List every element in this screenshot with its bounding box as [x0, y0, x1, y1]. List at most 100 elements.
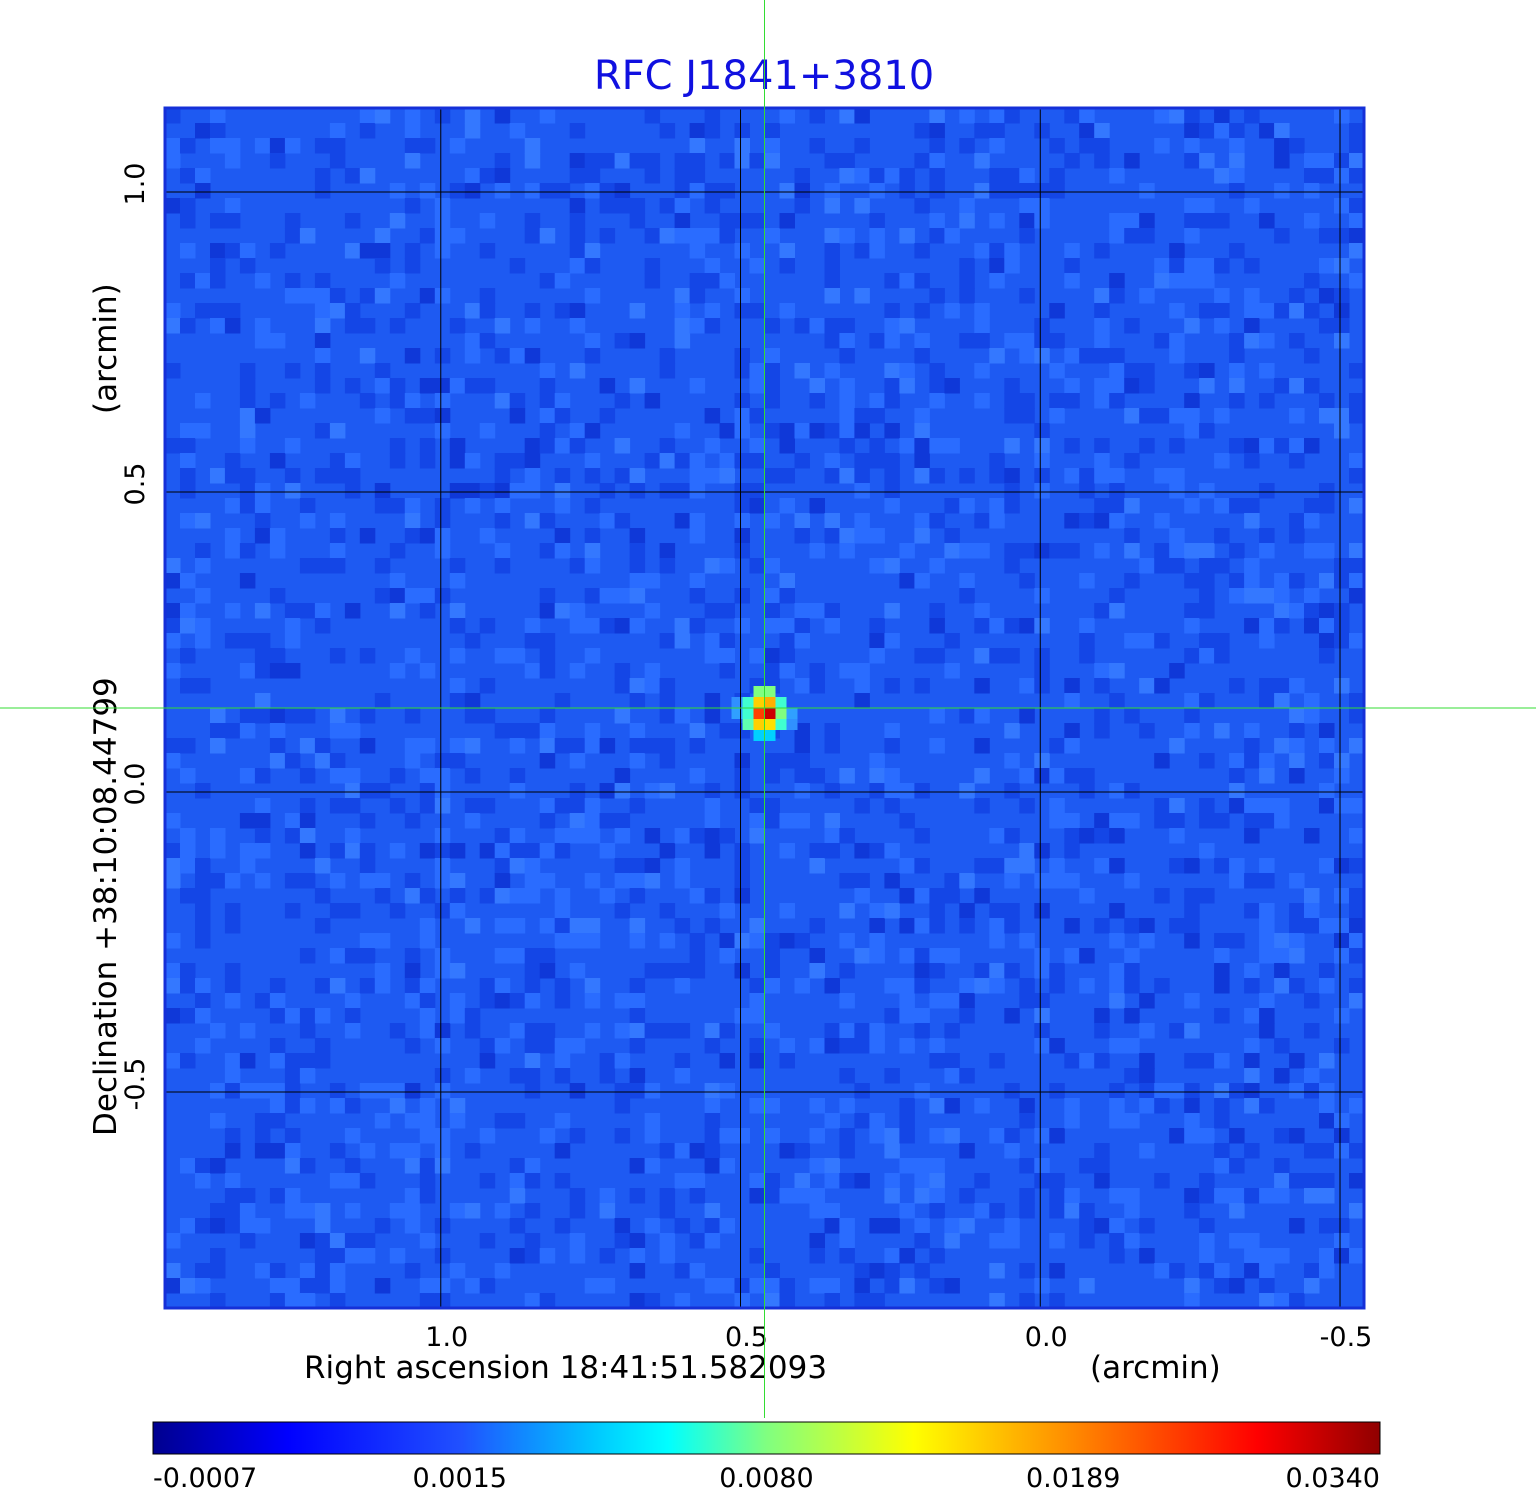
noise-cell — [1184, 228, 1200, 244]
noise-cell — [1289, 933, 1305, 949]
noise-cell — [195, 168, 211, 184]
noise-cell — [239, 723, 256, 739]
noise-cell — [180, 438, 196, 454]
noise-cell — [524, 1083, 541, 1099]
noise-cell — [809, 1158, 825, 1174]
noise-cell — [165, 663, 181, 679]
noise-cell — [1184, 693, 1200, 709]
noise-cell — [584, 498, 601, 514]
noise-cell — [1214, 648, 1230, 664]
noise-cell — [1079, 1218, 1095, 1234]
noise-cell — [974, 243, 990, 259]
noise-cell — [1034, 348, 1050, 364]
noise-cell — [824, 723, 840, 739]
noise-cell — [944, 1128, 960, 1144]
noise-cell — [764, 948, 780, 964]
noise-cell — [1124, 783, 1140, 799]
noise-cell — [224, 198, 241, 214]
noise-cell — [1244, 498, 1260, 514]
noise-cell — [1034, 543, 1050, 559]
noise-cell — [1304, 1143, 1320, 1159]
noise-cell — [929, 1203, 945, 1219]
noise-cell — [569, 243, 586, 259]
noise-cell — [224, 603, 241, 619]
noise-cell — [824, 738, 840, 754]
noise-cell — [899, 438, 915, 454]
noise-cell — [974, 768, 990, 784]
noise-cell — [539, 798, 556, 814]
noise-cell — [1004, 873, 1020, 889]
noise-cell — [389, 798, 406, 814]
noise-cell — [1079, 633, 1095, 649]
noise-cell — [719, 663, 735, 679]
noise-cell — [1109, 663, 1125, 679]
noise-cell — [1004, 378, 1020, 394]
noise-cell — [569, 753, 586, 769]
noise-cell — [1184, 393, 1200, 409]
noise-cell — [359, 783, 376, 799]
noise-cell — [614, 783, 631, 799]
noise-cell — [299, 1278, 316, 1294]
noise-cell — [210, 318, 226, 334]
noise-cell — [1109, 1233, 1125, 1249]
noise-cell — [824, 243, 840, 259]
noise-cell — [1304, 1173, 1320, 1189]
noise-cell — [1229, 873, 1245, 889]
noise-cell — [1244, 258, 1260, 274]
noise-cell — [404, 1143, 421, 1159]
noise-cell — [1334, 558, 1350, 574]
noise-cell — [614, 678, 631, 694]
noise-cell — [1289, 408, 1305, 424]
noise-cell — [1154, 888, 1170, 904]
noise-cell — [269, 1083, 286, 1099]
noise-cell — [1259, 438, 1275, 454]
noise-cell — [464, 1023, 481, 1039]
noise-cell — [1274, 1128, 1290, 1144]
noise-cell — [165, 933, 181, 949]
noise-cell — [674, 1218, 691, 1234]
noise-cell — [719, 1158, 735, 1174]
noise-cell — [494, 873, 511, 889]
noise-cell — [779, 648, 795, 664]
noise-cell — [974, 183, 990, 199]
noise-cell — [329, 873, 346, 889]
noise-cell — [914, 1188, 930, 1204]
noise-cell — [989, 123, 1005, 139]
noise-cell — [239, 633, 256, 649]
noise-cell — [659, 228, 676, 244]
noise-cell — [779, 498, 795, 514]
noise-cell — [359, 1143, 376, 1159]
noise-cell — [449, 843, 466, 859]
noise-cell — [719, 213, 735, 229]
noise-cell — [929, 393, 945, 409]
noise-cell — [1034, 1038, 1050, 1054]
noise-cell — [329, 288, 346, 304]
noise-cell — [524, 468, 541, 484]
noise-cell — [419, 1233, 436, 1249]
noise-cell — [704, 1218, 721, 1234]
noise-cell — [180, 168, 196, 184]
noise-cell — [1064, 873, 1080, 889]
noise-cell — [764, 513, 780, 529]
noise-cell — [404, 978, 421, 994]
noise-cell — [195, 633, 211, 649]
noise-cell — [614, 1098, 631, 1114]
noise-cell — [974, 1173, 990, 1189]
noise-cell — [464, 498, 481, 514]
noise-cell — [734, 963, 750, 979]
noise-cell — [494, 858, 511, 874]
noise-cell — [1094, 723, 1110, 739]
noise-cell — [180, 198, 196, 214]
noise-cell — [1349, 138, 1364, 154]
noise-cell — [210, 1158, 226, 1174]
noise-cell — [479, 978, 496, 994]
noise-cell — [1244, 573, 1260, 589]
noise-cell — [839, 228, 855, 244]
noise-cell — [884, 1173, 900, 1189]
noise-cell — [1334, 1128, 1350, 1144]
noise-cell — [1034, 213, 1050, 229]
noise-cell — [764, 468, 780, 484]
noise-cell — [839, 1098, 855, 1114]
noise-cell — [749, 438, 765, 454]
noise-cell — [989, 1053, 1005, 1069]
